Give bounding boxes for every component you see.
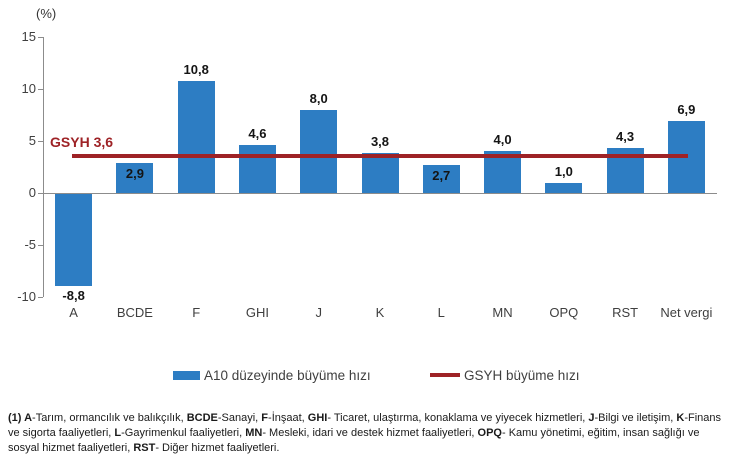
y-tick-label: 0 — [28, 185, 36, 200]
category-label-Net vergi: Net vergi — [660, 305, 713, 320]
y-tick-label: -10 — [17, 289, 36, 304]
footnote-segment: - Ticaret, ulaştırma, konaklama ve yiyec… — [327, 412, 589, 424]
footnote-segment: OPQ — [477, 427, 502, 439]
footnote-segment: MN — [245, 427, 263, 439]
bar-GHI — [238, 145, 276, 193]
value-label-Net vergi: 6,9 — [677, 102, 696, 118]
footnote-segment: -Bilgi ve iletişim, — [594, 412, 677, 424]
category-label-L: L — [437, 305, 445, 320]
footnote-segment: -Gayrimenkul faaliyetleri, — [121, 427, 246, 439]
category-label-MN: MN — [492, 305, 513, 320]
bar-MN — [484, 151, 522, 193]
legend-line-swatch — [430, 373, 460, 377]
value-label-L: 2,7 — [432, 167, 451, 183]
gsyh-reference-line — [72, 153, 688, 158]
y-tick-label: 15 — [21, 29, 36, 44]
value-label-OPQ: 1,0 — [554, 163, 573, 179]
footnote-segment: (1) A — [8, 412, 33, 424]
footnote-segment: L — [114, 427, 122, 439]
value-label-A: -8,8 — [62, 287, 85, 303]
legend-bar-swatch — [173, 370, 200, 380]
value-label-F: 10,8 — [183, 61, 209, 77]
footnote-segment: GHI — [307, 412, 328, 424]
category-label-K: K — [375, 305, 385, 320]
value-label-BCDE: 2,9 — [125, 165, 144, 181]
category-label-F: F — [192, 305, 201, 320]
x-axis-zero-line — [43, 193, 717, 194]
value-label-GHI: 4,6 — [248, 126, 267, 142]
y-axis-line — [43, 37, 44, 297]
value-label-RST: 4,3 — [616, 129, 635, 145]
bar-OPQ — [545, 182, 583, 193]
bar-L — [422, 164, 460, 193]
footnote-segment: K — [676, 412, 685, 424]
value-label-K: 3,8 — [370, 134, 390, 150]
category-label-OPQ: OPQ — [549, 305, 579, 320]
value-label-MN: 4,0 — [493, 132, 512, 148]
legend-item-gsyh: GSYH büyüme hızı — [430, 366, 580, 384]
footnote-segment: -Tarım, ormancılık ve balıkçılık, — [32, 412, 187, 424]
footnote-segment: RST — [133, 442, 156, 454]
footnote-segment: -Finans ve sigorta faaliyetleri, — [8, 412, 722, 439]
category-label-J: J — [315, 305, 322, 320]
footnote-segment: - Diğer hizmet faaliyetleri. — [155, 442, 280, 454]
legend-item-a10: A10 düzeyinde büyüme hızı — [173, 366, 371, 384]
value-label-J: 8,0 — [309, 90, 328, 106]
category-label-GHI: GHI — [245, 305, 270, 320]
bar-J — [300, 109, 338, 193]
footnote-segment: -İnşaat, — [268, 412, 308, 424]
footnote: (1) A-Tarım, ormancılık ve balıkçılık, B… — [8, 411, 732, 456]
footnote-segment: -Sanayi, — [217, 412, 262, 424]
legend-label: GSYH büyüme hızı — [464, 367, 580, 383]
footnote-segment: F — [261, 412, 269, 424]
y-tick-mark — [38, 193, 43, 194]
y-axis-unit-label: (%) — [36, 6, 57, 21]
category-label-A: A — [69, 305, 78, 320]
footnote-segment: BCDE — [186, 412, 218, 424]
gsyh-line-label: GSYH 3,6 — [50, 134, 114, 150]
y-tick-label: 5 — [28, 133, 36, 148]
legend-label: A10 düzeyinde büyüme hızı — [204, 367, 371, 383]
bar-BCDE — [116, 162, 154, 193]
footnote-segment: J — [588, 412, 595, 424]
bar-F — [177, 80, 215, 193]
y-tick-label: 10 — [21, 81, 36, 96]
y-tick-mark — [38, 89, 43, 90]
footnote-segment: - Kamu yönetimi, eğitim, insan sağlığı v… — [8, 427, 700, 454]
y-tick-mark — [38, 37, 43, 38]
category-label-BCDE: BCDE — [116, 305, 153, 320]
y-tick-label: -5 — [24, 237, 36, 252]
bar-A — [55, 194, 93, 286]
footnote-segment: - Mesleki, idari ve destek hizmet faaliy… — [262, 427, 478, 439]
y-tick-mark — [38, 245, 43, 246]
y-tick-mark — [38, 297, 43, 298]
bar-K — [361, 153, 399, 193]
y-tick-mark — [38, 141, 43, 142]
category-label-RST: RST — [612, 305, 639, 320]
